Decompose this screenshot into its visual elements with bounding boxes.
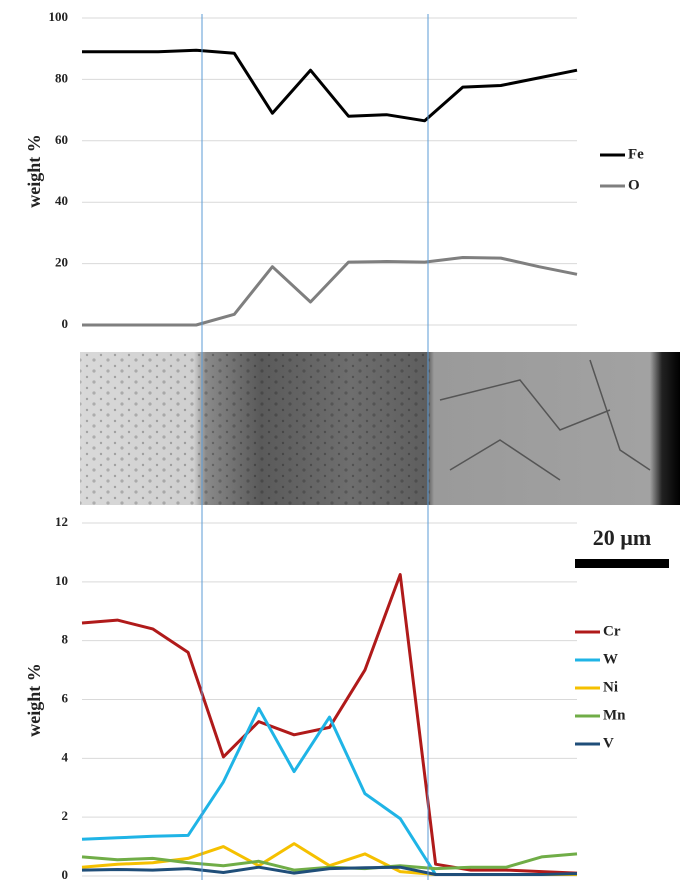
y-tick-label: 40 bbox=[55, 193, 68, 208]
y-tick-label: 60 bbox=[55, 132, 68, 147]
data-line bbox=[81, 865, 578, 876]
legend-label: Ni bbox=[603, 679, 618, 695]
data-line bbox=[81, 706, 577, 876]
y-axis-label: weight % bbox=[24, 134, 44, 208]
legend-label: V bbox=[603, 735, 614, 751]
y-tick-label: 8 bbox=[62, 632, 69, 647]
y-tick-label: 6 bbox=[62, 690, 69, 705]
legend-label: Cr bbox=[603, 623, 621, 639]
y-tick-label: 4 bbox=[62, 749, 69, 764]
data-line bbox=[82, 48, 578, 123]
scale-bar-label: 20 µm bbox=[593, 525, 652, 550]
legend-label: Fe bbox=[628, 146, 644, 162]
legend-label: O bbox=[628, 177, 640, 193]
data-line bbox=[81, 573, 578, 875]
y-tick-label: 2 bbox=[62, 808, 69, 823]
y-tick-label: 10 bbox=[55, 573, 68, 588]
data-line bbox=[82, 256, 578, 327]
y-tick-label: 80 bbox=[55, 70, 68, 85]
y-tick-label: 100 bbox=[49, 9, 69, 24]
legend-label: Mn bbox=[603, 707, 626, 723]
y-axis-label: weight % bbox=[24, 663, 44, 737]
micrograph bbox=[80, 352, 680, 505]
y-tick-label: 0 bbox=[62, 316, 69, 331]
y-tick-label: 20 bbox=[55, 255, 68, 270]
scale-bar bbox=[575, 559, 669, 568]
y-tick-label: 0 bbox=[62, 867, 69, 880]
legend-label: W bbox=[603, 651, 618, 667]
y-tick-label: 12 bbox=[55, 514, 68, 529]
